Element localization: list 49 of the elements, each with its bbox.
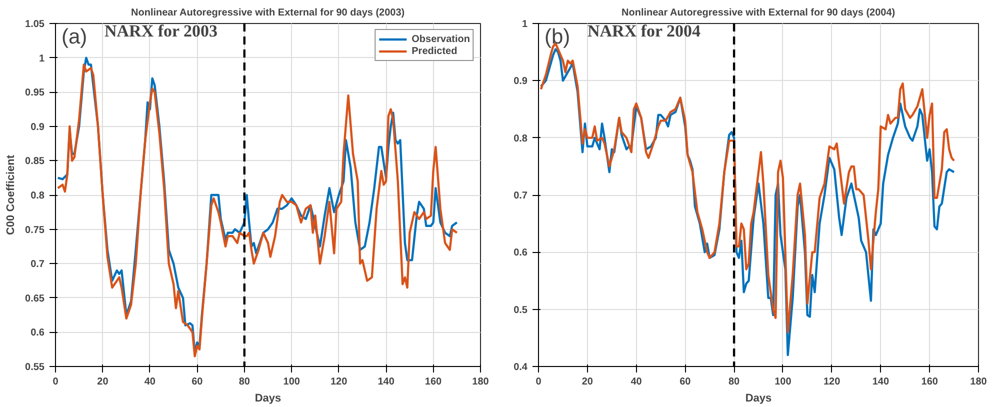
x-tick-label: 60 — [680, 376, 692, 388]
y-tick-label: 0.85 — [25, 156, 45, 168]
x-tick-label: 100 — [283, 376, 300, 388]
x-tick-label: 80 — [728, 376, 740, 388]
x-tick-label: 40 — [144, 376, 156, 388]
x-tick-label: 160 — [424, 376, 442, 388]
x-tick-label: 180 — [970, 376, 988, 388]
y-tick-label: 0.8 — [514, 133, 528, 144]
y-tick-label: 0.7 — [30, 259, 45, 270]
y-tick-label: 0.95 — [25, 88, 45, 99]
annotation: NARX for 2003 — [104, 22, 218, 40]
y-tick-label: 0.75 — [25, 224, 45, 236]
x-tick-label: 180 — [472, 376, 490, 388]
x-tick-label: 60 — [192, 376, 204, 388]
y-tick-label: 0.9 — [30, 122, 45, 133]
chart-title: Nonlinear Autoregressive with External for 90 days (2003) — [131, 8, 405, 18]
y-tick-label: 0.7 — [514, 190, 528, 202]
legend-label: Predicted — [412, 45, 458, 57]
y-axis-title: C00 Coefficient — [5, 154, 18, 236]
x-axis-title: Days — [745, 392, 772, 404]
annotation: NARX for 2004 — [588, 22, 702, 40]
x-tick-label: 80 — [238, 376, 250, 388]
y-tick-label: 1.05 — [25, 19, 45, 30]
x-tick-label: 20 — [97, 376, 109, 388]
y-tick-label: 0.65 — [25, 293, 45, 304]
x-tick-label: 160 — [921, 376, 938, 388]
x-axis-title: Days — [254, 392, 282, 404]
x-tick-label: 100 — [774, 376, 792, 388]
x-tick-label: 40 — [630, 376, 642, 388]
y-tick-label: 0.5 — [514, 304, 528, 316]
x-tick-label: 120 — [330, 376, 348, 388]
chart-title: Nonlinear Autoregressive with External for 90 days (2004) — [622, 8, 896, 18]
x-tick-label: 140 — [872, 376, 890, 388]
legend-label: Observation — [412, 33, 470, 45]
x-tick-label: 20 — [582, 376, 594, 388]
y-tick-label: 1 — [38, 53, 45, 64]
y-tick-label: 0.6 — [514, 248, 528, 259]
x-tick-label: 120 — [823, 376, 841, 388]
x-tick-label: 0 — [536, 376, 542, 388]
y-tick-label: 0.55 — [25, 362, 45, 373]
annotation: (a) — [62, 26, 88, 48]
x-tick-label: 0 — [52, 376, 59, 388]
y-tick-label: 0.9 — [514, 76, 528, 88]
x-tick-label: 140 — [378, 376, 395, 388]
annotation: (b) — [544, 26, 570, 48]
y-tick-label: 0.8 — [30, 190, 45, 202]
y-tick-label: 0.6 — [30, 328, 45, 339]
y-tick-label: 0.4 — [514, 362, 528, 373]
y-tick-label: 1 — [522, 19, 528, 30]
